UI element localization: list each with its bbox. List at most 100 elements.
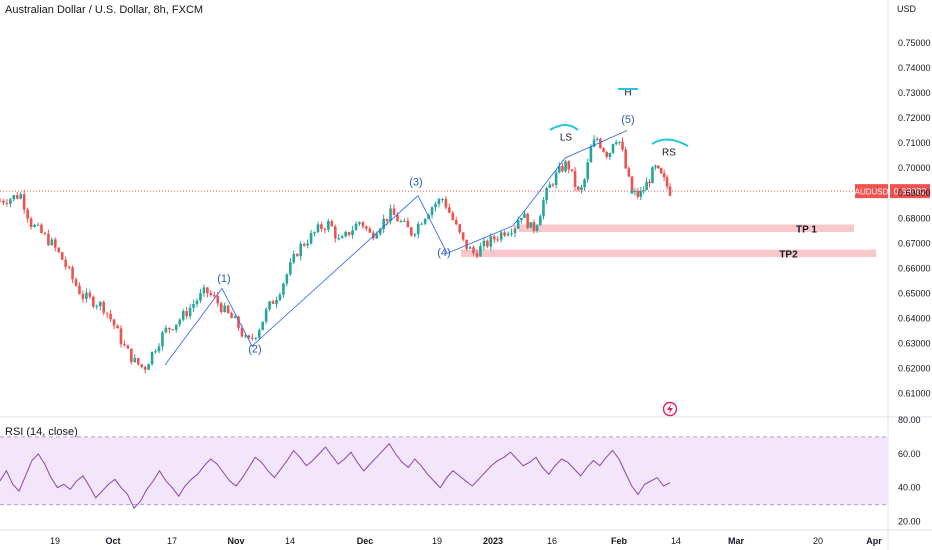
candle	[95, 304, 99, 310]
candle-body	[226, 305, 230, 313]
price-tick: 0.64000	[898, 314, 931, 324]
candle-body	[237, 316, 240, 328]
candle-body	[95, 306, 99, 308]
rsi-panel: 80.00 60.00 40.00 20.00	[0, 415, 921, 527]
candle-body	[344, 231, 347, 237]
candle-body	[119, 328, 123, 345]
candle-body	[430, 207, 434, 215]
candle	[233, 314, 237, 319]
candle	[361, 221, 365, 229]
candle	[434, 201, 437, 212]
candle	[206, 287, 209, 298]
price-tick: 0.67000	[898, 238, 931, 248]
candle-body	[261, 321, 264, 331]
candle	[662, 169, 666, 181]
candle-body	[199, 293, 202, 301]
candle-body	[81, 293, 85, 299]
candle-body	[64, 259, 67, 267]
candle-body	[29, 218, 33, 227]
candle	[64, 256, 67, 270]
candle	[257, 328, 261, 341]
candle-body	[503, 232, 506, 236]
candle-body	[389, 208, 392, 222]
candle	[71, 265, 74, 284]
candle	[202, 284, 206, 297]
candle	[251, 333, 254, 341]
candle	[105, 312, 109, 319]
candle-body	[302, 243, 306, 246]
candle	[392, 204, 396, 216]
candle-body	[67, 266, 71, 268]
candle	[54, 237, 57, 252]
candle-body	[223, 305, 226, 312]
candle	[226, 304, 230, 314]
candle	[378, 227, 382, 237]
candle-body	[520, 217, 523, 221]
candle	[461, 232, 465, 242]
candle-body	[320, 224, 323, 230]
left-shoulder-arc	[549, 124, 579, 131]
candle	[230, 311, 233, 319]
candle-body	[9, 199, 12, 204]
candle	[302, 242, 306, 247]
candle	[0, 198, 2, 202]
candle-body	[188, 307, 192, 317]
candle	[171, 328, 175, 331]
candle-body	[78, 285, 81, 294]
candle	[223, 302, 226, 313]
candle	[639, 186, 643, 201]
bolt-icon[interactable]	[662, 401, 678, 417]
candle-body	[375, 234, 379, 239]
candle	[5, 198, 9, 207]
candle-body	[382, 218, 385, 230]
candle-body	[174, 324, 178, 330]
candle	[116, 324, 119, 329]
candle	[630, 188, 634, 195]
candle	[416, 221, 420, 239]
candle	[657, 165, 660, 169]
candle-body	[630, 191, 634, 194]
time-tick: Nov	[227, 536, 244, 546]
candle	[119, 325, 123, 348]
time-tick: Oct	[105, 536, 120, 546]
candle	[358, 221, 361, 227]
annotations: AUDUSD 0.69082 (1) (2) (3) (4) (5) LS H RS	[0, 87, 930, 417]
candle	[499, 230, 503, 243]
candle-body	[289, 262, 292, 275]
candle	[261, 321, 264, 331]
candle	[510, 228, 513, 237]
candle-body	[257, 330, 261, 338]
candle-body	[526, 213, 529, 228]
price-tick: 0.61000	[898, 389, 931, 399]
target-zone	[519, 224, 854, 233]
candle	[492, 234, 496, 243]
candle	[67, 265, 71, 270]
candle	[295, 253, 299, 257]
candle-body	[410, 227, 413, 236]
candle-body	[608, 153, 612, 157]
candle	[545, 186, 548, 205]
target-zone-label: TP 1	[796, 224, 817, 235]
candle	[636, 187, 640, 200]
candle-body	[583, 179, 586, 188]
candle	[150, 351, 154, 366]
candle	[570, 169, 574, 173]
candle-body	[451, 212, 455, 220]
candle	[580, 184, 583, 194]
candle	[316, 221, 320, 234]
candle-body	[489, 236, 493, 247]
candle-body	[448, 207, 451, 213]
candle	[548, 181, 552, 189]
candle-body	[50, 239, 54, 246]
symbol-tag	[855, 184, 888, 199]
candle-body	[54, 239, 57, 248]
candle	[74, 277, 78, 287]
candle	[351, 225, 354, 239]
candle	[289, 258, 292, 277]
rsi-title: RSI (14, close)	[5, 426, 78, 438]
time-tick: 20	[813, 536, 823, 546]
candle	[523, 210, 526, 219]
candle	[109, 309, 112, 323]
candle	[506, 231, 510, 237]
